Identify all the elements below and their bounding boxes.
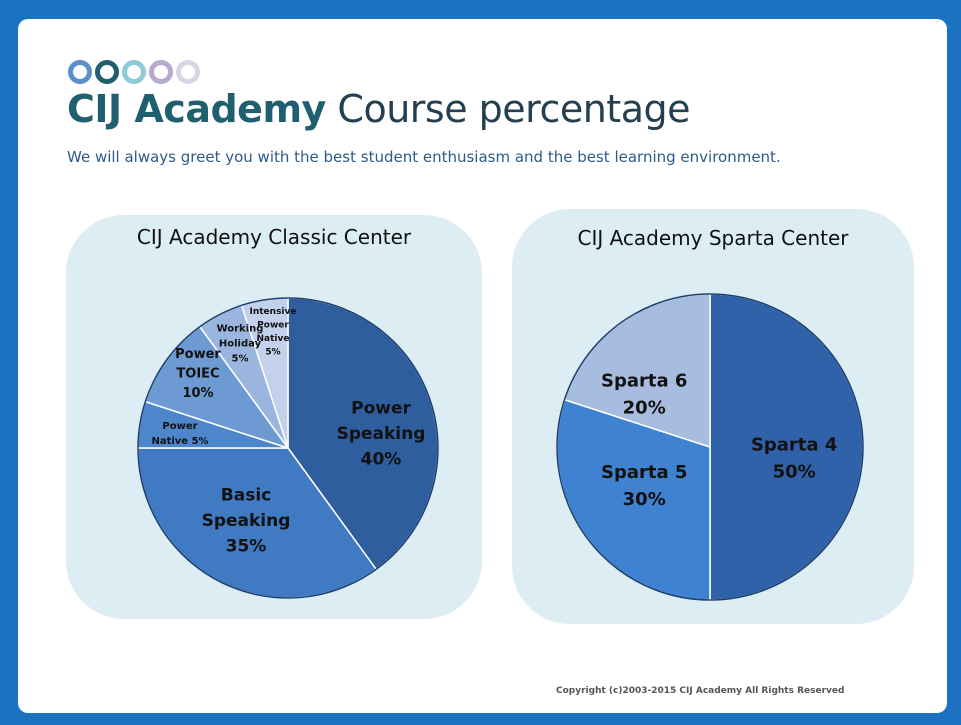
copyright-text: Copyright (c)2003-2015 CIJ Academy All R… [556, 686, 845, 696]
ring-icon [68, 60, 92, 84]
pie-label-basic-speaking: Basic Speaking 35% [202, 485, 291, 556]
pie-label-sparta-4: Sparta 4 50% [751, 435, 837, 483]
pie-label-sparta-5: Sparta 5 30% [601, 462, 687, 510]
ring-icon [95, 60, 119, 84]
title-rest: Course percentage [337, 87, 690, 131]
pie-label-sparta-6: Sparta 6 20% [601, 370, 687, 418]
pie-label-intensive-power-native: Intensive Power Native 5% [250, 307, 297, 358]
sparta-center-pie: Sparta 4 50% Sparta 5 30% Sparta 6 20% [556, 293, 864, 601]
ring-icon [149, 60, 173, 84]
title-brand: CIJ Academy [67, 87, 326, 131]
pie-label-working-holiday: Working Holiday 5% [217, 324, 264, 365]
ring-icon [176, 60, 200, 84]
pie-label-power-speaking: Power Speaking 40% [337, 398, 426, 469]
classic-center-panel: CIJ Academy Classic Center Power Speaking… [66, 215, 482, 619]
sparta-center-panel: CIJ Academy Sparta Center Sparta 4 50% Spa… [512, 209, 914, 624]
pie-label-power-native: Power Native 5% [151, 421, 208, 447]
pie-rim [556, 293, 864, 601]
pie-label-power-toiec: Power TOIEC 10% [175, 347, 221, 401]
ring-icon [122, 60, 146, 84]
decorative-dots [68, 60, 200, 84]
page-title: CIJ Academy Course percentage [67, 87, 690, 131]
pie-rim [137, 297, 439, 599]
classic-center-pie: Power Speaking 40% Basic Speaking 35% Power Nat… [137, 297, 439, 599]
page-subtitle: We will always greet you with the best s… [67, 148, 781, 166]
sparta-center-title: CIJ Academy Sparta Center [577, 226, 849, 250]
slide: CIJ Academy Course percentage We will al… [18, 19, 947, 713]
classic-center-title: CIJ Academy Classic Center [136, 225, 412, 249]
